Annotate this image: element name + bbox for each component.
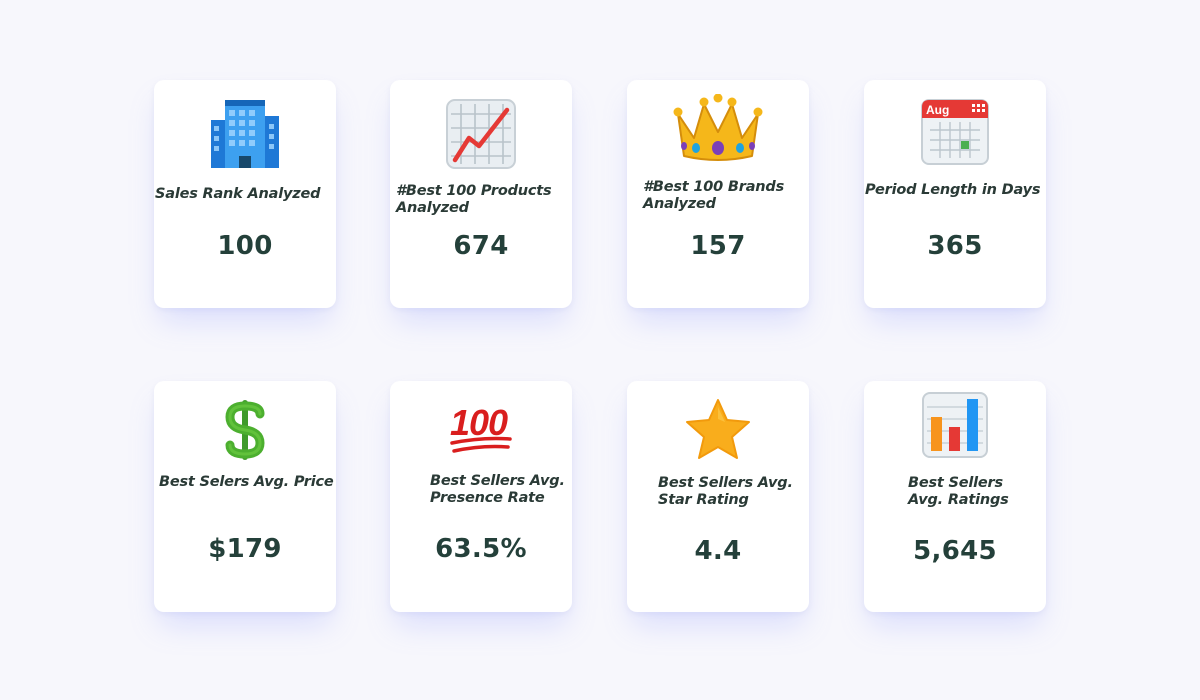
stat-label-line-1: #Best 100 Products (396, 183, 552, 199)
stat-value: 5,645 (913, 536, 997, 566)
stat-label-line-2: Presence Rate (430, 490, 545, 506)
star-icon (627, 397, 809, 461)
stat-label-line-1: #Best 100 Brands (643, 179, 785, 195)
stat-card-best-brands: #Best 100 Brands Analyzed 157 (627, 80, 809, 308)
office-building-icon (154, 94, 336, 174)
bar-chart-icon (864, 391, 1046, 459)
stat-label: Best Sellers Avg. Star Rating (658, 475, 793, 509)
chart-increasing-icon (390, 98, 572, 170)
stat-value: 63.5% (435, 534, 527, 564)
stat-label-line-2: Analyzed (396, 200, 469, 216)
stat-label: Best Sellers Avg. Presence Rate (430, 473, 565, 507)
stat-value: 674 (453, 231, 509, 261)
stat-label-line-2: Analyzed (643, 196, 716, 212)
stat-card-sales-rank: Sales Rank Analyzed 100 (154, 80, 336, 308)
stat-label: Best Selers Avg. Price (159, 474, 334, 490)
calendar-icon: Aug (864, 96, 1046, 166)
stat-label: #Best 100 Products Analyzed (396, 183, 552, 217)
stat-label: Period Length in Days (865, 182, 1041, 198)
crown-icon (627, 94, 809, 164)
stat-value: 365 (927, 231, 983, 261)
stat-value: 157 (690, 231, 746, 261)
stat-card-star-rating: Best Sellers Avg. Star Rating 4.4 (627, 381, 809, 612)
stat-card-period-length: Aug Period Length in Days 365 (864, 80, 1046, 308)
stat-label-line-1: Best Sellers Avg. (658, 475, 793, 491)
stat-value: $179 (208, 534, 282, 564)
stat-card-avg-ratings: Best Sellers Avg. Ratings 5,645 (864, 381, 1046, 612)
stat-label: #Best 100 Brands Analyzed (643, 179, 784, 213)
stat-card-avg-price: Best Selers Avg. Price $179 (154, 381, 336, 612)
stat-card-best-products: #Best 100 Products Analyzed 674 (390, 80, 572, 308)
stat-card-presence-rate: 100 Best Sellers Avg. Presence Rate 63.5… (390, 381, 572, 612)
hundred-points-icon: 100 (390, 399, 572, 459)
stat-label-line-1: Best Sellers Avg. (430, 473, 565, 489)
stat-label-line-2: Star Rating (658, 492, 749, 508)
dollar-sign-icon (154, 398, 336, 462)
stat-value: 4.4 (694, 536, 742, 566)
stat-label-line-1: Best Sellers (908, 475, 1003, 491)
stat-label-line-2: Avg. Ratings (908, 492, 1009, 508)
stat-label: Sales Rank Analyzed (155, 186, 321, 202)
calendar-month-text: Aug (926, 103, 949, 117)
stat-value: 100 (217, 231, 273, 261)
hundred-points-text: 100 (450, 402, 508, 443)
stat-label: Best Sellers Avg. Ratings (908, 475, 1009, 509)
